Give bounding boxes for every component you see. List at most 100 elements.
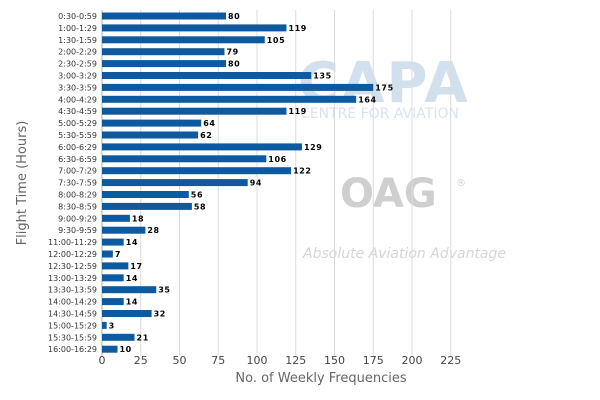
bar	[102, 143, 302, 151]
data-label: 135	[313, 72, 332, 81]
category-label: 6:30-6:59	[58, 155, 97, 164]
bar	[102, 286, 157, 294]
data-label: 14	[126, 238, 138, 247]
capa-logo-text: CAPA	[298, 51, 470, 116]
capa-subtitle-text: CENTRE FOR AVIATION	[300, 106, 459, 122]
category-label: 5:30-5:59	[58, 131, 97, 140]
data-label: 122	[293, 167, 312, 176]
bar	[102, 72, 312, 79]
oag-watermark: OAG ® Absolute Aviation Advantage	[302, 171, 506, 262]
oag-logo-text: OAG	[340, 171, 437, 217]
data-label: 164	[358, 95, 377, 104]
data-label: 119	[288, 24, 307, 33]
x-tick-label: 0	[99, 354, 106, 367]
x-tick-label: 75	[211, 354, 225, 367]
bar	[102, 202, 192, 210]
category-label: 7:00-7:29	[58, 167, 97, 176]
bar	[102, 119, 202, 127]
category-label: 2:00-2:29	[58, 48, 97, 57]
category-label: 1:30-1:59	[58, 36, 97, 45]
category-label: 14:00-14:29	[48, 298, 97, 307]
bar	[102, 262, 129, 270]
bar	[102, 298, 124, 306]
data-label: 3	[109, 321, 115, 330]
category-label: 9:30-9:59	[58, 226, 97, 235]
bar	[102, 250, 113, 258]
bar	[102, 131, 199, 139]
category-label: 16:00-16:29	[48, 345, 97, 354]
data-label: 58	[194, 202, 206, 211]
data-label: 28	[147, 226, 159, 235]
data-label: 10	[120, 345, 132, 354]
x-tick-label: 125	[285, 354, 306, 367]
data-label: 79	[226, 48, 238, 57]
bar	[102, 310, 152, 317]
bar	[102, 24, 287, 32]
category-label: 8:30-8:59	[58, 202, 97, 211]
data-label: 62	[200, 131, 212, 140]
bar	[102, 95, 357, 103]
x-tick-label: 100	[247, 354, 268, 367]
bar	[102, 333, 135, 341]
bar	[102, 179, 248, 187]
data-label: 129	[304, 143, 323, 152]
category-label: 8:00-8:29	[58, 191, 97, 200]
category-label: 3:30-3:59	[58, 83, 97, 92]
data-label: 56	[191, 191, 203, 200]
x-tick-label: 150	[324, 354, 345, 367]
category-label: 13:30-13:59	[48, 286, 97, 295]
category-label: 2:30-2:59	[58, 60, 97, 69]
category-label: 13:00-13:29	[48, 274, 97, 283]
bar	[102, 12, 226, 20]
category-label: 0:30-0:59	[58, 12, 97, 21]
capa-watermark: CAPA CENTRE FOR AVIATION	[298, 51, 470, 122]
bar	[102, 36, 265, 44]
bar	[102, 107, 287, 115]
category-label: 6:00-6:29	[58, 143, 97, 152]
bar	[102, 191, 189, 198]
data-label: 14	[126, 298, 138, 307]
x-tick-label: 175	[363, 354, 384, 367]
category-labels: 0:30-0:59 1:00-1:29 1:30-1:59 2:00-2:29 2:30…	[48, 12, 97, 354]
category-label: 4:00-4:29	[58, 95, 97, 104]
bar	[102, 155, 267, 163]
x-tick-labels: 0 25 50 75 100 125 150 175 200 225	[99, 354, 462, 367]
bar	[102, 60, 226, 68]
x-tick-label: 200	[402, 354, 423, 367]
x-tick-label: 225	[440, 354, 461, 367]
category-label: 14:30-14:59	[48, 310, 97, 319]
data-label: 94	[250, 179, 262, 188]
category-label: 15:30-15:59	[48, 333, 97, 342]
data-label: 64	[203, 119, 215, 128]
data-label: 7	[115, 250, 121, 259]
bars	[102, 12, 374, 353]
data-label: 119	[288, 107, 307, 116]
data-label: 17	[130, 262, 142, 271]
category-label: 15:00-15:29	[48, 321, 97, 330]
data-label: 106	[268, 155, 287, 164]
data-label: 32	[154, 310, 166, 319]
value-labels: 8011910579801351751641196462129106122945…	[109, 12, 394, 354]
category-label: 9:00-9:29	[58, 214, 97, 223]
bar	[102, 214, 130, 222]
category-label: 3:00-3:29	[58, 72, 97, 81]
data-label: 21	[137, 333, 149, 342]
data-label: 18	[132, 214, 144, 223]
x-tick-label: 25	[134, 354, 148, 367]
bar	[102, 226, 146, 234]
category-label: 11:00-11:29	[48, 238, 97, 247]
bar	[102, 345, 118, 353]
category-label: 7:30-7:59	[58, 179, 97, 188]
bar	[102, 83, 374, 91]
data-label: 14	[126, 274, 138, 283]
data-label: 80	[228, 12, 240, 21]
x-tick-label: 50	[173, 354, 187, 367]
x-axis-title: No. of Weekly Frequencies	[235, 371, 407, 386]
bar	[102, 167, 292, 175]
category-label: 5:00-5:29	[58, 119, 97, 128]
category-label: 1:00-1:29	[58, 24, 97, 33]
data-label: 175	[375, 83, 394, 92]
oag-registered-mark: ®	[456, 178, 466, 189]
y-axis-title: Flight Time (Hours)	[15, 121, 30, 246]
